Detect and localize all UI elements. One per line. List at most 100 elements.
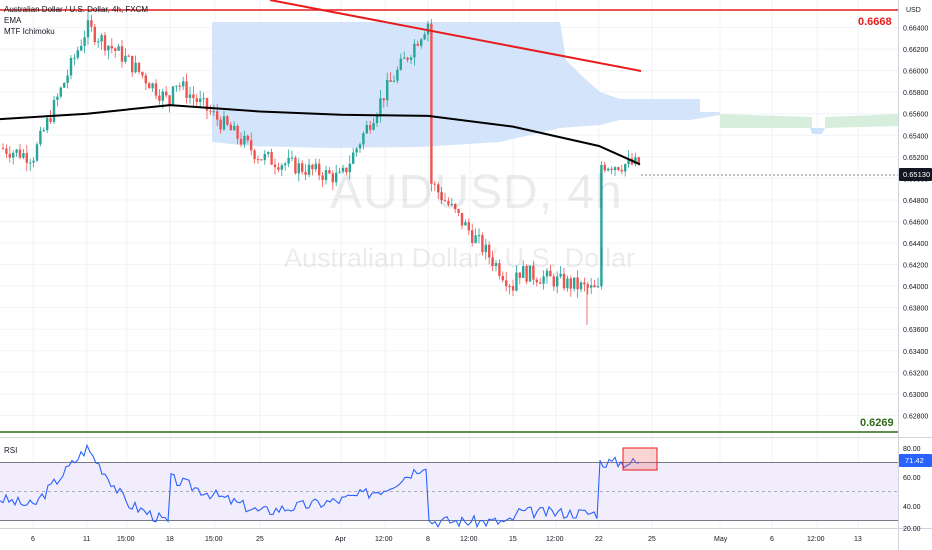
candle-body-up — [375, 114, 379, 124]
candle-body-up — [66, 75, 69, 83]
price-tick-label: 0.66000 — [903, 69, 928, 76]
candle-body-up — [171, 86, 175, 105]
price-tick-label: 0.65600 — [903, 112, 928, 119]
time-tick-label: 6 — [31, 536, 35, 543]
symbol-title[interactable]: Australian Dollar / U.S. Dollar, 4h, FXC… — [4, 5, 149, 14]
candle-body-down — [1, 148, 5, 150]
rsi-value-badge — [899, 454, 932, 467]
candle-body-up — [450, 203, 453, 205]
candle-body-down — [328, 170, 331, 174]
candle-body-up — [100, 35, 103, 42]
rsi-legend[interactable]: RSI — [4, 446, 18, 455]
candle-body-up — [290, 157, 294, 159]
candle-body-up — [97, 41, 100, 43]
time-tick-label: 15:00 — [117, 536, 135, 543]
candle-body-down — [460, 212, 464, 226]
candle-body-down — [535, 279, 538, 283]
price-tick-label: 0.63800 — [903, 306, 928, 313]
price-tick-label: 0.65400 — [903, 133, 928, 140]
candle-body-up — [287, 157, 290, 164]
indicator-ichimoku-label[interactable]: MTF Ichimoku — [4, 27, 55, 36]
time-tick-label: 25 — [648, 536, 656, 543]
candle-body-down — [25, 153, 28, 163]
candle-body-down — [165, 91, 168, 96]
candle-body-up — [556, 276, 559, 287]
candle-body-down — [260, 159, 263, 161]
candle-body-up — [522, 266, 525, 278]
candle-body-up — [29, 162, 32, 164]
candle-body-up — [372, 123, 375, 130]
candle-body-up — [426, 23, 430, 35]
candle-body-up — [596, 286, 600, 288]
price-levels[interactable]: 0.6668 0.6269 — [0, 0, 898, 433]
candle-body-down — [331, 173, 334, 183]
candle-body-up — [117, 46, 120, 51]
candle-body-up — [307, 164, 311, 175]
resistance-label: 0.6668 — [858, 16, 892, 28]
candle-body-up — [314, 163, 317, 170]
candle-body-down — [576, 277, 579, 290]
candle-body-up — [477, 235, 481, 237]
candle-body-down — [610, 168, 613, 171]
watermark-symbol: AUDUSD, 4h — [330, 166, 623, 219]
candle-body-down — [8, 153, 11, 158]
cloud-blue — [212, 22, 720, 148]
candle-body-up — [124, 55, 127, 62]
candlestick-series — [1, 12, 640, 325]
candle-body-down — [488, 244, 491, 258]
candle-body-down — [185, 81, 188, 98]
price-axis[interactable]: 0.66400 0.66200 0.66000 0.65800 0.65600 0.654… — [899, 26, 932, 421]
candle-body-up — [399, 58, 402, 70]
candle-body-up — [358, 144, 362, 149]
candle-body-down — [5, 148, 8, 154]
candle-body-down — [454, 203, 457, 210]
candle-body-down — [154, 83, 158, 96]
candle-body-down — [250, 140, 253, 151]
rsi-overbought-box — [622, 447, 658, 471]
candle-body-down — [226, 116, 229, 125]
candle-body-up — [335, 172, 338, 183]
candle-body-up — [403, 57, 406, 59]
rsi-value-label: 71.42 — [905, 456, 924, 465]
rsi-pane: 80.00 60.00 40.00 20.00 71.42 — [0, 443, 932, 533]
price-tick-label: 0.64600 — [903, 219, 928, 226]
candle-body-up — [267, 152, 270, 154]
time-tick-label: 12:00 — [460, 536, 478, 543]
candle-body-down — [131, 55, 134, 73]
candle-body-down — [304, 171, 307, 175]
candle-body-down — [617, 167, 620, 170]
candle-body-up — [42, 130, 45, 132]
candle-body-down — [273, 164, 277, 168]
rsi-tick-label: 80.00 — [903, 446, 921, 453]
candle-body-down — [239, 138, 243, 145]
candle-body-down — [209, 110, 212, 112]
time-tick-label: 12:00 — [375, 536, 393, 543]
candle-body-down — [586, 284, 589, 288]
candle-body-up — [484, 244, 487, 253]
candle-body-up — [528, 265, 532, 282]
candle-body-up — [222, 116, 226, 130]
candle-body-up — [12, 152, 15, 158]
candle-body-up — [362, 133, 365, 145]
rsi-tick-label: 40.00 — [903, 504, 921, 511]
currency-label[interactable]: USD — [906, 7, 921, 14]
candle-body-down — [318, 163, 321, 176]
candle-body-up — [199, 98, 202, 102]
time-axis[interactable]: 6 11 15:00 18 15:00 25 Apr 12:00 8 12:00 15 12:00 22… — [31, 536, 862, 543]
candle-body-up — [352, 152, 355, 164]
candle-body-up — [80, 45, 83, 51]
candle-body-down — [498, 263, 501, 276]
candle-body-down — [505, 280, 508, 287]
candle-body-up — [15, 149, 18, 153]
indicator-ema-label[interactable]: EMA — [4, 16, 22, 25]
time-tick-label: 15 — [509, 536, 517, 543]
candle-body-down — [168, 95, 171, 105]
price-tick-label: 0.64800 — [903, 198, 928, 205]
candle-body-up — [182, 81, 185, 87]
time-tick-label: 13 — [854, 536, 862, 543]
candle-body-up — [63, 82, 66, 88]
candle-body-down — [178, 85, 181, 87]
candle-body-up — [324, 170, 328, 180]
candle-body-down — [569, 278, 572, 289]
